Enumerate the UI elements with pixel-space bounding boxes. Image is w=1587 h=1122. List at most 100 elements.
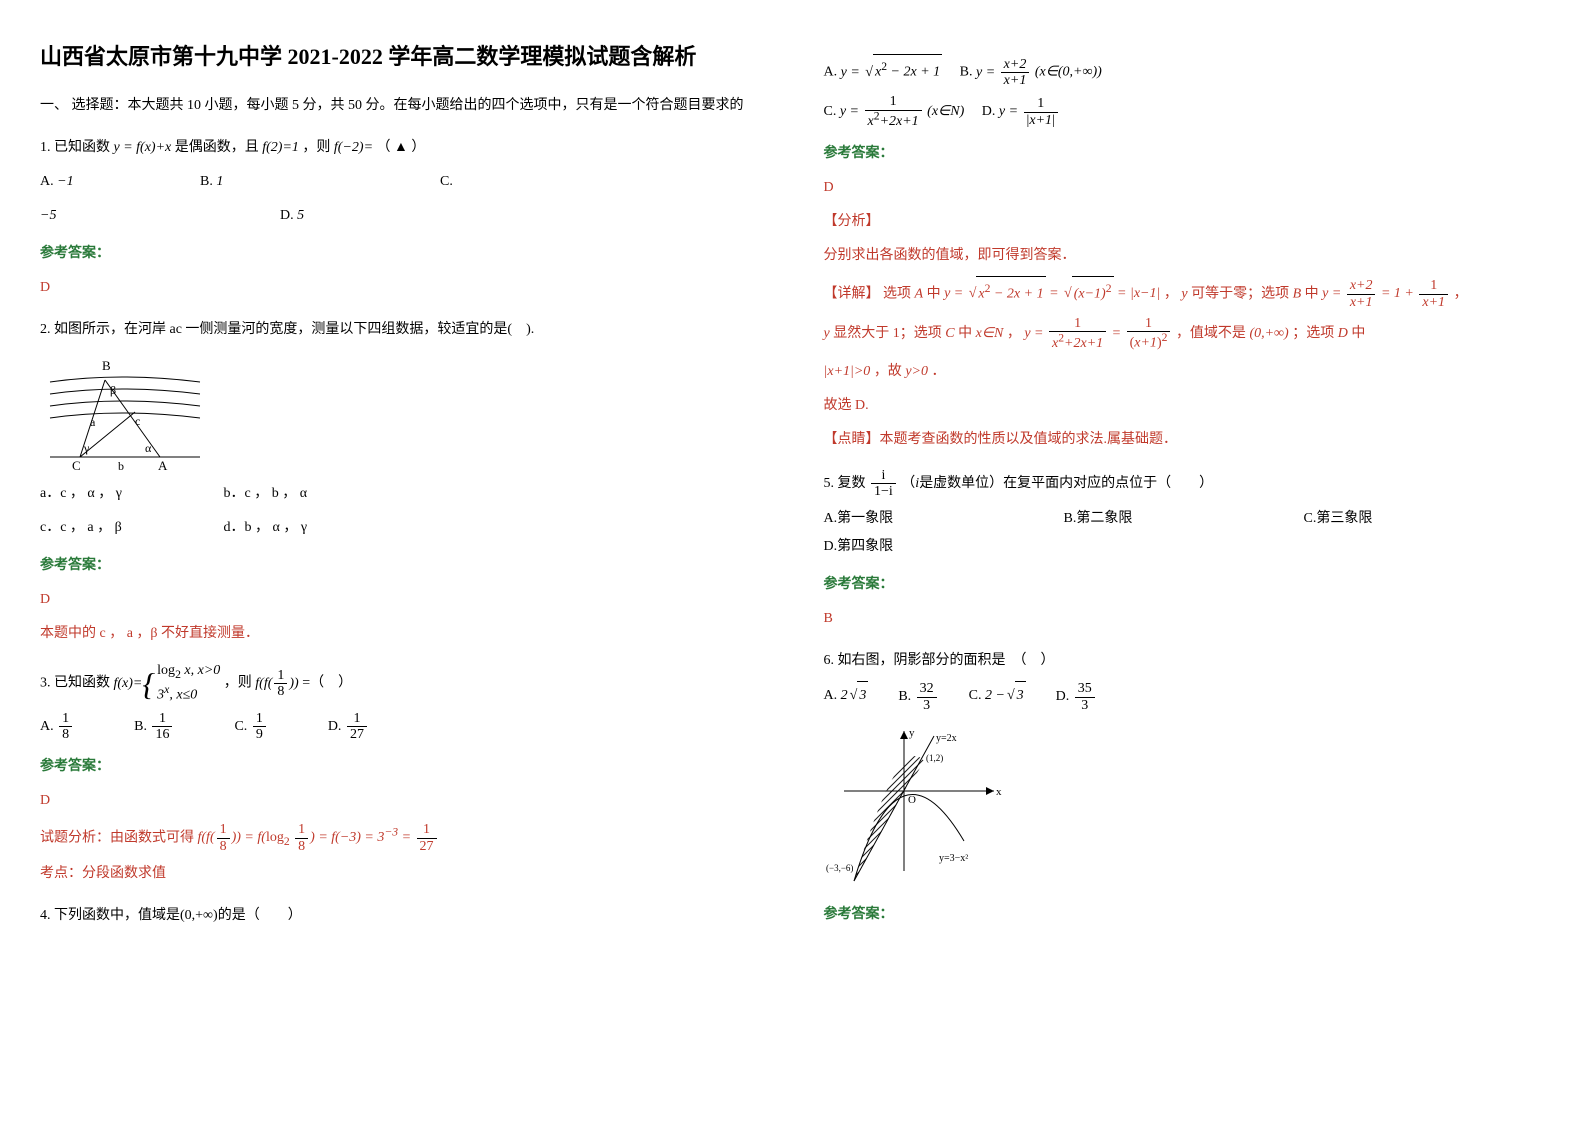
opt-value: −5: [40, 208, 56, 223]
label-A: A: [158, 458, 168, 472]
t: (0,+∞): [1249, 326, 1288, 341]
q2-answer: D: [40, 586, 764, 614]
q3-opt-c: C. 19: [234, 711, 267, 743]
label-C: C: [72, 458, 81, 472]
label-alpha: α: [145, 441, 152, 455]
q2-options-row2: c．c ， a ， β d．b ， α ， γ: [40, 514, 764, 542]
q4-opt-b: B. y = x+2x+1 (x∈(0,+∞)): [960, 65, 1102, 80]
t: y: [824, 326, 830, 341]
t: 可等于零；选项: [1191, 286, 1289, 301]
q4-so: 故选 D.: [824, 392, 1548, 420]
q2-opt-a: a．c ， α ， γ: [40, 480, 220, 508]
q4-detail-2: y 显然大于 1；选项 C 中 x∈N ， y = 1x2+2x+1 = 1(x…: [824, 316, 1548, 351]
detail-label: 【详解】: [824, 286, 880, 301]
q6-stem: 6. 如右图，阴影部分的面积是 （ ）: [824, 647, 1548, 675]
t: 选项: [883, 286, 911, 301]
q1-opt-a: A. −1: [40, 168, 160, 196]
answer-label: 参考答案：: [40, 240, 764, 268]
opt-value: y = x+2x+1: [976, 65, 1035, 80]
q2-options-row1: a．c ， α ， γ b．c ， b ， α: [40, 480, 764, 508]
t: ．: [931, 364, 945, 379]
opt-value: 19: [253, 711, 266, 743]
q1-answer: D: [40, 274, 764, 302]
q3-options: A. 18 B. 116 C. 19 D. 127: [40, 711, 764, 743]
pt2-label: (−3,−6): [826, 863, 853, 873]
q5-stem-mid: （: [901, 476, 915, 491]
opt-label: B.: [200, 174, 213, 189]
answer-label: 参考答案：: [824, 571, 1548, 599]
t: y: [1181, 286, 1187, 301]
q2-diagram: B β a c γ α C b A: [40, 352, 210, 472]
right-column: A. y = x2 − 2x + 1 B. y = x+2x+1 (x∈(0,+…: [824, 40, 1548, 944]
opt-label: D.: [1056, 689, 1070, 704]
q4-detail-3: |x+1|>0 ，故 y>0 ．: [824, 358, 1548, 386]
opt-value: 1: [216, 174, 223, 189]
q3-kaodian: 考点：分段函数求值: [40, 860, 764, 888]
page-title: 山西省太原市第十九中学 2021-2022 学年高二数学理模拟试题含解析: [40, 40, 764, 73]
q4-options-row1: A. y = x2 − 2x + 1 B. y = x+2x+1 (x∈(0,+…: [824, 54, 1548, 88]
opt-value: y = 1|x+1|: [999, 104, 1060, 119]
t: ；选项: [1292, 326, 1334, 341]
label-gamma: γ: [83, 441, 90, 455]
q2-opt-c: c．c ， a ， β: [40, 514, 220, 542]
opt-label: B.: [960, 65, 973, 80]
t: y>0: [905, 364, 928, 379]
q6-opt-b: B. 323: [898, 681, 938, 713]
x-axis-label: x: [996, 786, 1002, 798]
q3-stem-prefix: 3. 已知函数: [40, 676, 110, 691]
q2-opt-d: d．b ， α ， γ: [224, 520, 308, 535]
q5-opt-b: B.第二象限: [1064, 505, 1264, 533]
q6-diagram: y x y=2x (1,2) O (−3,−6) y=3−x²: [824, 721, 1014, 891]
t: ，: [1454, 286, 1468, 301]
line-label: y=2x: [936, 733, 957, 744]
t: ，: [1164, 286, 1178, 301]
q2-opt-b: b．c ， b ， α: [224, 486, 308, 501]
opt-label: D.: [280, 208, 294, 223]
t: C: [945, 326, 954, 341]
opt-value: y = x2 − 2x + 1: [841, 65, 946, 80]
t: 中: [927, 286, 941, 301]
t: D: [1338, 326, 1348, 341]
t: 显然大于 1；选项: [833, 326, 942, 341]
q6-options: A. 23 B. 323 C. 2 −3 D. 353: [824, 681, 1548, 713]
q3-target: f(f(18)): [255, 676, 302, 691]
q1-expr-2: f(2)=1: [262, 140, 299, 155]
opt-value: 127: [347, 711, 367, 743]
q1-opt-c-value: −5: [40, 202, 160, 230]
label-b: b: [118, 459, 124, 472]
question-3: 3. 已知函数 f(x)={ log2 x, x>0 3x, x≤0 ，则 f(…: [40, 662, 764, 888]
q4-answer: D: [824, 174, 1548, 202]
opt-label: C.: [824, 104, 837, 119]
q3-answer: D: [40, 787, 764, 815]
question-5: 5. 复数 i1−i （i是虚数单位）在复平面内对应的点位于（ ） A.第一象限…: [824, 468, 1548, 634]
label-c: c: [135, 414, 140, 428]
q5-options: A.第一象限 B.第二象限 C.第三象限 D.第四象限: [824, 505, 1548, 561]
detail-C-math: y = 1x2+2x+1 = 1(x+1)2: [1024, 326, 1176, 341]
opt-label: D.: [982, 104, 996, 119]
opt-value: 23: [841, 688, 869, 703]
opt-value: 2 −3: [985, 688, 1026, 703]
opt-value: 18: [59, 711, 72, 743]
opt-label: A.: [40, 719, 54, 734]
question-4-opts: A. y = x2 − 2x + 1 B. y = x+2x+1 (x∈(0,+…: [824, 54, 1548, 454]
section-heading: 一、 选择题：本大题共 10 小题，每小题 5 分，共 50 分。在每小题给出的…: [40, 93, 764, 118]
label-beta: β: [110, 383, 116, 397]
pt-label: (1,2): [926, 753, 943, 763]
opt-value: 353: [1075, 681, 1095, 713]
t: ，值域不是: [1176, 326, 1246, 341]
q1-stem: 1. 已知函数 y = f(x)+x 是偶函数，且 f(2)=1 ，则 f(−2…: [40, 134, 764, 162]
opt-label: B.: [898, 689, 911, 704]
q6-opt-a: A. 23: [824, 681, 869, 713]
question-6: 6. 如右图，阴影部分的面积是 （ ） A. 23 B. 323 C. 2 −3: [824, 647, 1548, 929]
detail-B-math: y = x+2x+1 = 1 + 1x+1: [1322, 286, 1453, 301]
t: A: [915, 286, 924, 301]
q1-expr-1: y = f(x)+x: [114, 140, 172, 155]
opt-label: C.: [234, 719, 247, 734]
q3-expl-prefix: 试题分析：由函数式可得: [40, 830, 194, 845]
q4-fenxi-label: 【分析】: [824, 208, 1548, 236]
q1-stem-tail: （ ▲ ）: [377, 140, 426, 155]
opt-value: 116: [152, 711, 172, 743]
y-axis-label: y: [909, 727, 915, 739]
q5-frac: i1−i: [869, 476, 901, 491]
t: 中: [1351, 326, 1365, 341]
